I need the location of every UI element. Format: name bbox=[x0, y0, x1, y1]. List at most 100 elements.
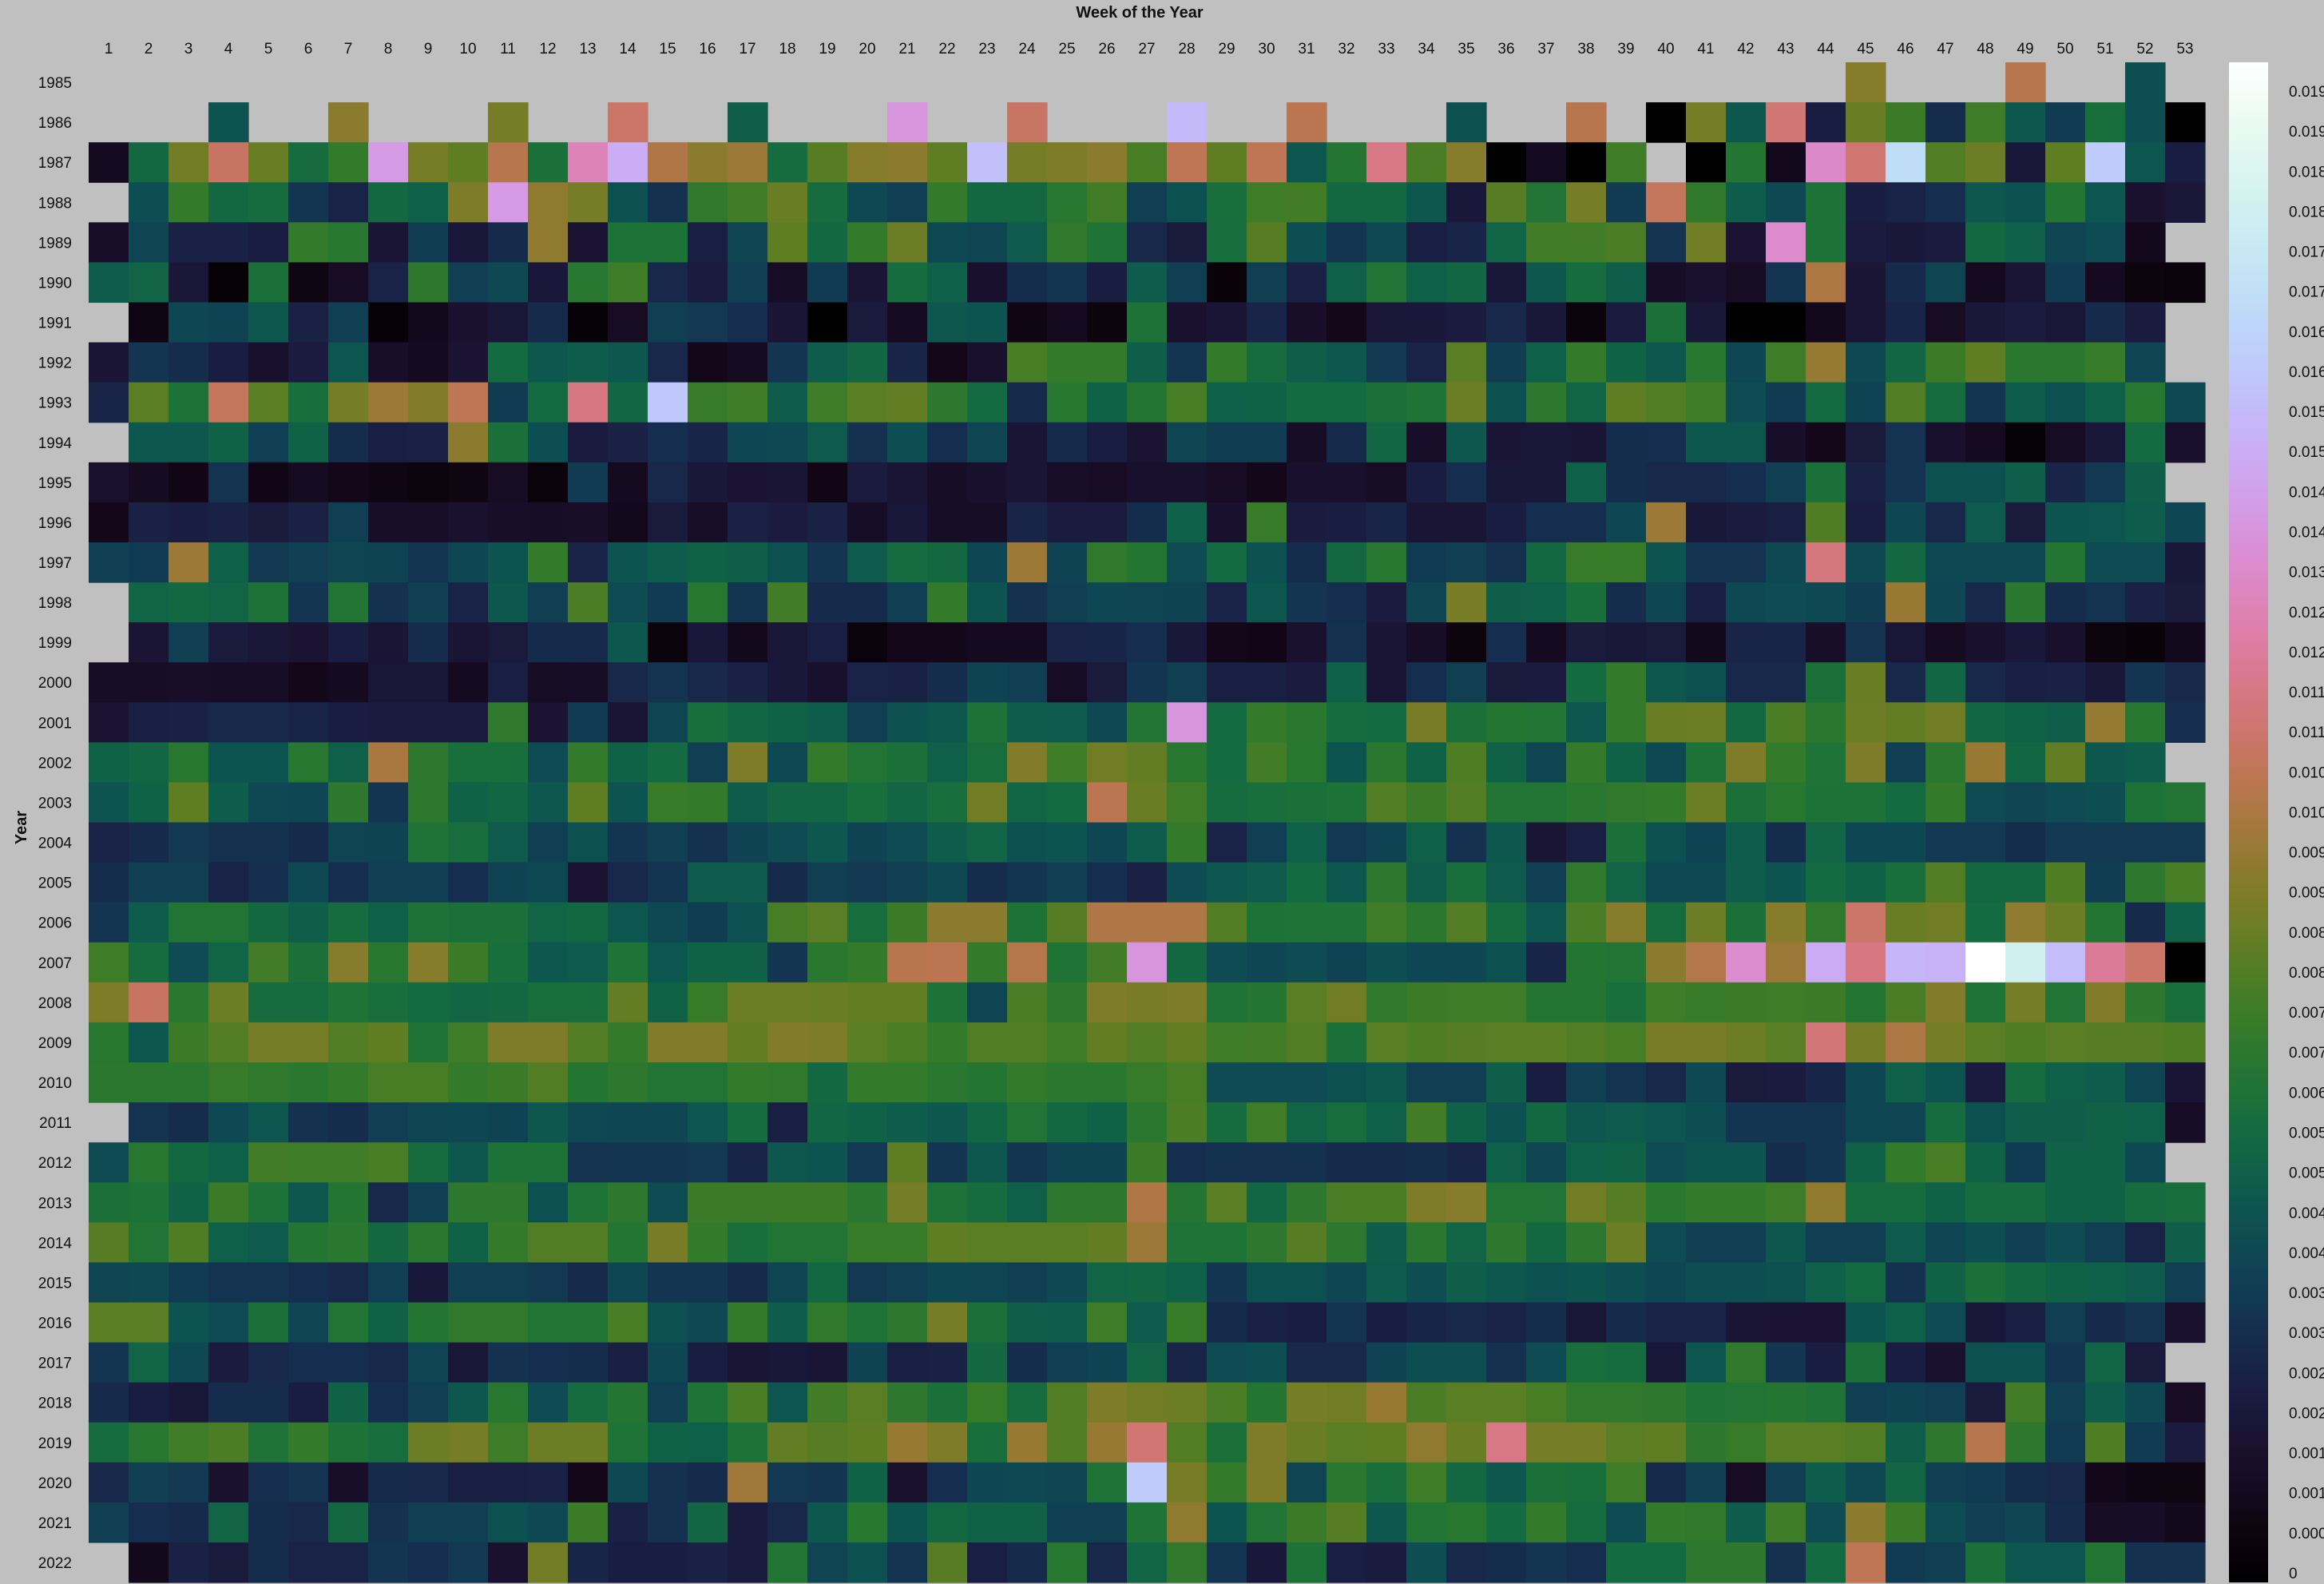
heatmap-cell bbox=[1327, 262, 1367, 304]
heatmap-cell bbox=[1686, 942, 1727, 983]
heatmap-cell bbox=[288, 582, 329, 623]
heatmap-cell bbox=[248, 182, 289, 223]
heatmap-cell bbox=[688, 1462, 728, 1503]
heatmap-cell bbox=[648, 1022, 688, 1063]
heatmap-cell bbox=[1087, 622, 1128, 663]
heatmap-cell bbox=[1047, 782, 1088, 824]
heatmap-cell bbox=[1646, 622, 1687, 663]
heatmap-cell bbox=[1127, 1342, 1168, 1384]
heatmap-cell bbox=[1566, 1102, 1607, 1143]
heatmap-cell bbox=[767, 582, 808, 623]
heatmap-cell bbox=[927, 422, 968, 463]
heatmap-cell bbox=[368, 1422, 409, 1463]
heatmap-cell bbox=[1247, 902, 1287, 943]
heatmap-cell bbox=[1925, 1102, 1966, 1143]
heatmap-cell bbox=[1167, 1302, 1208, 1344]
heatmap-cell bbox=[1047, 862, 1088, 903]
heatmap-cell bbox=[528, 822, 569, 863]
heatmap-cell bbox=[1965, 1262, 2006, 1304]
heatmap-cell bbox=[1766, 342, 1806, 383]
heatmap-cell bbox=[568, 902, 609, 943]
heatmap-cell bbox=[1087, 222, 1128, 263]
heatmap-cell bbox=[887, 222, 928, 263]
y-tick-label: 2002 bbox=[38, 755, 72, 772]
heatmap-cell bbox=[1446, 1062, 1487, 1103]
heatmap-cell bbox=[288, 1462, 329, 1503]
heatmap-cell bbox=[728, 542, 768, 583]
x-tick-label: 7 bbox=[344, 41, 353, 58]
heatmap-cell bbox=[608, 1502, 648, 1543]
heatmap-cell bbox=[1327, 342, 1367, 383]
heatmap-cell bbox=[1007, 942, 1048, 983]
heatmap-cell bbox=[1047, 222, 1088, 263]
heatmap-cell bbox=[288, 902, 329, 943]
heatmap-cell bbox=[1047, 622, 1088, 663]
heatmap-cell bbox=[528, 942, 569, 983]
heatmap-cell bbox=[208, 902, 249, 943]
heatmap-cell bbox=[89, 502, 129, 543]
heatmap-cell bbox=[1726, 1102, 1767, 1143]
heatmap-cell bbox=[847, 1142, 888, 1183]
heatmap-cell bbox=[1047, 342, 1088, 383]
heatmap-cell bbox=[2085, 1542, 2126, 1583]
heatmap-cell bbox=[1406, 1062, 1447, 1103]
heatmap-cell bbox=[288, 1382, 329, 1423]
x-tick-label: 1 bbox=[105, 41, 113, 58]
heatmap-cell bbox=[1446, 1262, 1487, 1304]
heatmap-cell bbox=[1806, 1342, 1846, 1384]
heatmap-cell bbox=[728, 342, 768, 383]
heatmap-cell bbox=[248, 302, 289, 343]
heatmap-cell bbox=[608, 1462, 648, 1503]
heatmap-cell bbox=[767, 902, 808, 943]
heatmap-cell bbox=[89, 1062, 129, 1103]
heatmap-cell bbox=[1846, 1222, 1886, 1263]
heatmap-cell bbox=[1526, 742, 1567, 784]
heatmap-cell bbox=[1846, 622, 1886, 663]
heatmap-cell bbox=[1446, 742, 1487, 784]
heatmap-cell bbox=[129, 142, 169, 183]
heatmap-cell bbox=[1726, 902, 1767, 943]
heatmap-cell bbox=[807, 182, 848, 223]
heatmap-cell bbox=[967, 142, 1008, 183]
heatmap-cell bbox=[1726, 582, 1767, 623]
heatmap-cell bbox=[608, 1222, 648, 1263]
heatmap-cell bbox=[1406, 1022, 1447, 1063]
heatmap-cell bbox=[1686, 742, 1727, 784]
heatmap-cell bbox=[1127, 742, 1168, 784]
heatmap-cell bbox=[1247, 302, 1287, 343]
heatmap-cell bbox=[887, 502, 928, 543]
heatmap-cell bbox=[608, 1342, 648, 1384]
heatmap-cell bbox=[1366, 622, 1407, 663]
heatmap-cell bbox=[1446, 782, 1487, 824]
heatmap-cell bbox=[1207, 1422, 1247, 1463]
heatmap-cell bbox=[1965, 942, 2006, 983]
heatmap-cell bbox=[2005, 262, 2046, 304]
heatmap-cell bbox=[1606, 342, 1647, 383]
heatmap-cell bbox=[328, 1142, 369, 1183]
heatmap-cell bbox=[887, 262, 928, 304]
heatmap-cell bbox=[1287, 222, 1327, 263]
colorbar-tick-label: 0.0027 bbox=[2289, 1365, 2324, 1382]
chart-title: Week of the Year bbox=[1076, 4, 1204, 22]
heatmap-cell bbox=[2045, 1062, 2086, 1103]
heatmap-cell bbox=[1007, 862, 1048, 903]
heatmap-cell bbox=[288, 502, 329, 543]
heatmap-cell bbox=[129, 742, 169, 784]
heatmap-cell bbox=[368, 1262, 409, 1304]
heatmap-cell bbox=[448, 1262, 489, 1304]
heatmap-cell bbox=[1766, 902, 1806, 943]
heatmap-cell bbox=[1247, 182, 1287, 223]
y-tick-label: 1989 bbox=[38, 235, 72, 252]
heatmap-cell bbox=[1886, 1222, 1926, 1263]
heatmap-cell bbox=[1806, 1542, 1846, 1583]
heatmap-cell bbox=[1207, 1142, 1247, 1183]
heatmap-cell bbox=[288, 742, 329, 784]
heatmap-cell bbox=[767, 1182, 808, 1223]
heatmap-cell bbox=[89, 542, 129, 583]
heatmap-cell bbox=[1167, 902, 1208, 943]
heatmap-cell bbox=[1207, 1302, 1247, 1344]
heatmap-cell bbox=[208, 142, 249, 183]
heatmap-cell bbox=[767, 1102, 808, 1143]
heatmap-cell bbox=[1287, 1422, 1327, 1463]
